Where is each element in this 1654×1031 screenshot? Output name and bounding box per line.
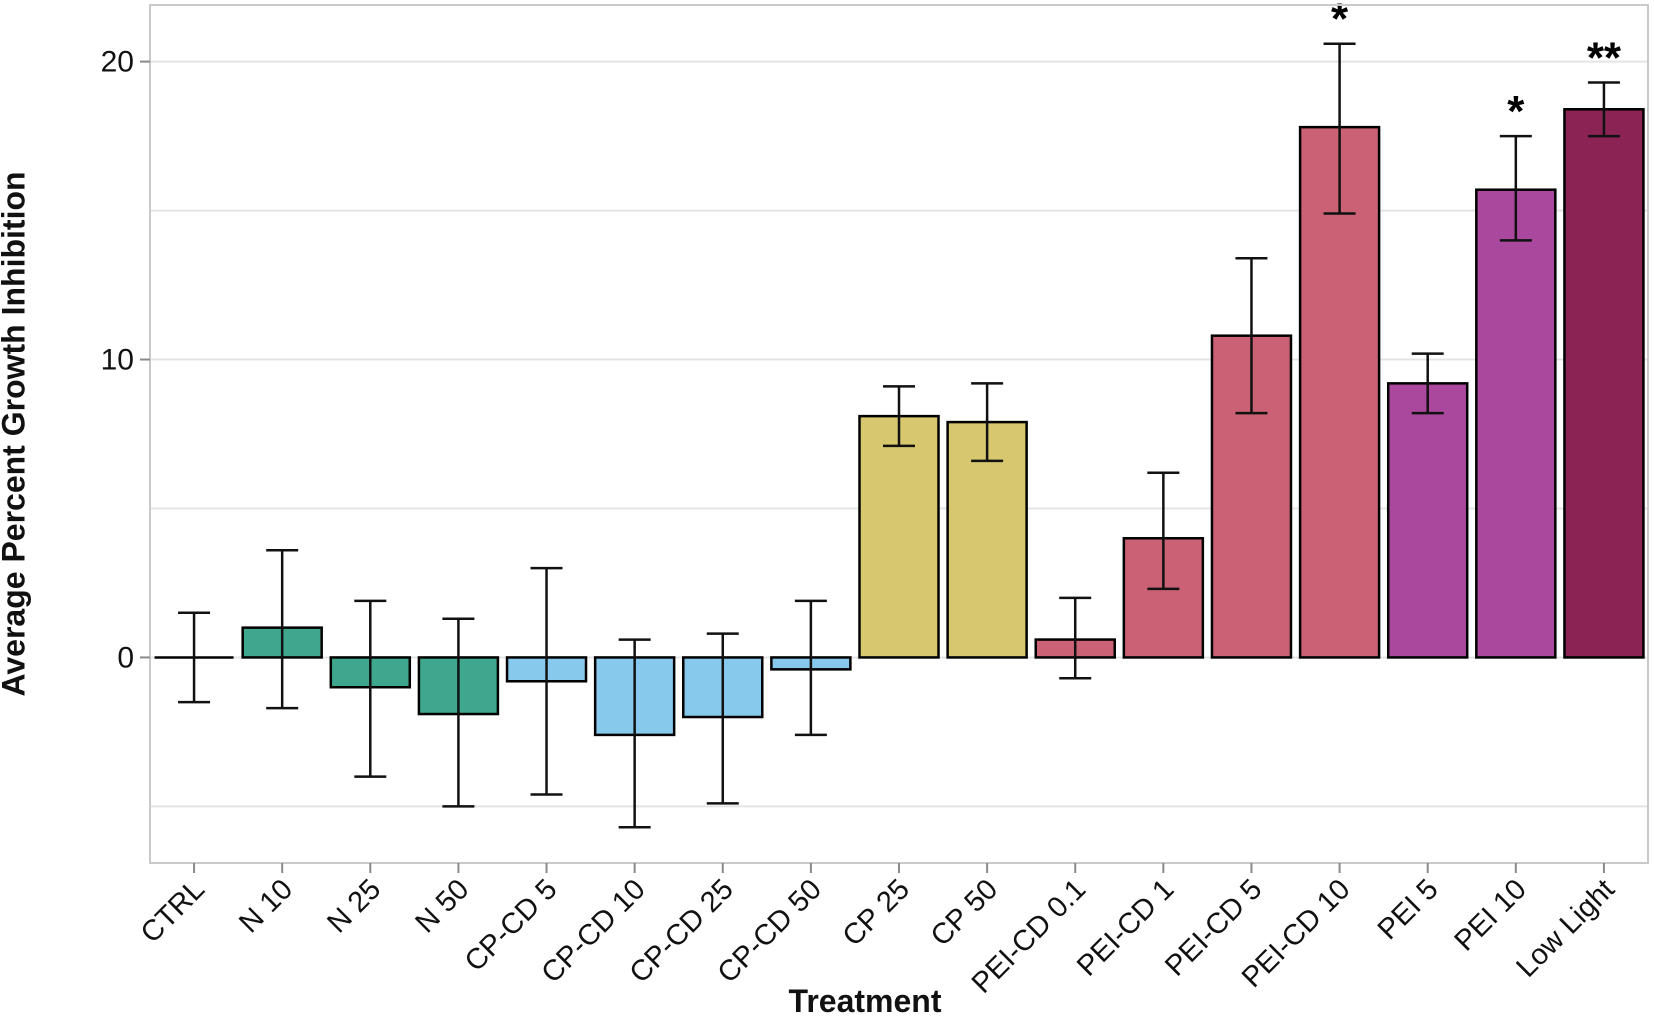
error-bar-16 — [1587, 81, 1620, 138]
error-bar-7 — [794, 599, 827, 737]
bar-14 — [1386, 382, 1469, 659]
bar-13 — [1298, 125, 1381, 659]
y-tick-label: 10 — [101, 344, 134, 377]
error-bar-11 — [1147, 471, 1180, 591]
error-bar-15 — [1499, 134, 1532, 242]
error-bar-4 — [530, 566, 563, 796]
error-bar-1 — [266, 548, 299, 710]
x-tick-label: N 25 — [321, 873, 387, 939]
error-bar-3 — [442, 617, 475, 808]
error-bar-2 — [354, 599, 387, 778]
error-bar-10 — [1059, 596, 1092, 680]
x-tick-label: CTRL — [135, 873, 211, 949]
x-tick-label: PEI 5 — [1372, 873, 1445, 946]
x-tick-label: Low Light — [1510, 873, 1620, 983]
x-tick-label: PEI-CD 1 — [1071, 873, 1180, 982]
significance-marker-16: ** — [1587, 33, 1622, 82]
error-bar-8 — [883, 385, 915, 448]
y-tick-label: 0 — [117, 641, 134, 674]
error-bar-12 — [1235, 256, 1268, 415]
y-axis-title: Average Percent Growth Inhibition — [0, 171, 32, 697]
error-bar-6 — [706, 632, 739, 805]
significance-marker-15: * — [1507, 87, 1525, 136]
y-tick-label: 20 — [101, 46, 134, 79]
x-tick-label: CP 50 — [925, 873, 1004, 952]
bar-8 — [858, 414, 940, 659]
error-bar-0 — [178, 611, 211, 704]
x-axis-title: Treatment — [788, 983, 942, 1019]
x-tick-label: N 10 — [233, 873, 299, 939]
bar-15 — [1475, 188, 1557, 659]
bar-16 — [1563, 108, 1645, 659]
x-tick-label: PEI 10 — [1449, 873, 1533, 957]
error-bar-5 — [618, 638, 651, 829]
significance-marker-13: * — [1331, 0, 1349, 44]
error-bar-14 — [1411, 352, 1444, 415]
x-tick-label: CP 25 — [837, 873, 916, 952]
error-bar-9 — [971, 382, 1004, 463]
x-tick-label: N 50 — [409, 873, 475, 939]
error-bar-13 — [1323, 42, 1356, 215]
